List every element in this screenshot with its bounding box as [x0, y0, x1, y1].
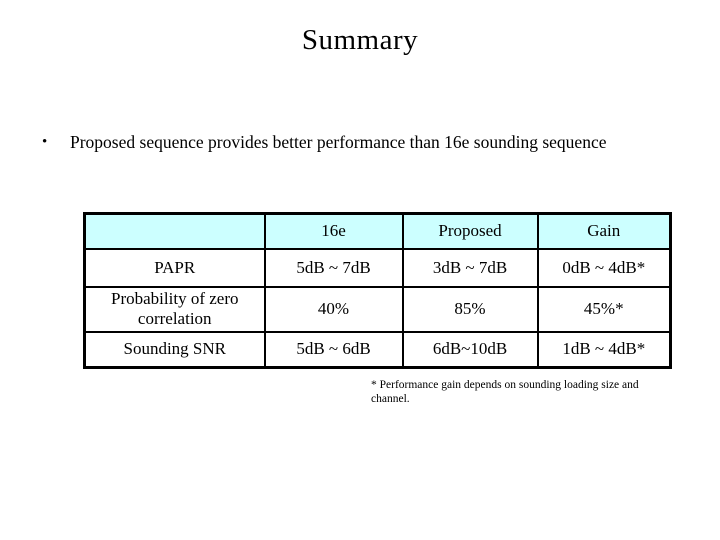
- bullet-text: Proposed sequence provides better perfor…: [70, 132, 607, 152]
- slide-title: Summary: [301, 24, 419, 56]
- row-label-sounding-snr: Sounding SNR: [83, 330, 266, 369]
- cell-papr-proposed: 3dB ~ 7dB: [401, 247, 539, 288]
- row-label-probability: Probability of zero correlation: [83, 285, 266, 333]
- bullet-item: • Proposed sequence provides better perf…: [42, 131, 632, 154]
- cell-papr-16e: 5dB ~ 7dB: [263, 247, 404, 288]
- cell-snr-gain: 1dB ~ 4dB*: [536, 330, 672, 369]
- summary-table: 16e Proposed Gain PAPR 5dB ~ 7dB 3dB ~ 7…: [83, 212, 672, 369]
- column-header-empty: [83, 212, 266, 250]
- cell-snr-16e: 5dB ~ 6dB: [263, 330, 404, 369]
- cell-papr-gain: 0dB ~ 4dB*: [536, 247, 672, 288]
- table-row: Sounding SNR 5dB ~ 6dB 6dB~10dB 1dB ~ 4d…: [83, 330, 672, 369]
- cell-snr-proposed: 6dB~10dB: [401, 330, 539, 369]
- table-row: PAPR 5dB ~ 7dB 3dB ~ 7dB 0dB ~ 4dB*: [83, 247, 672, 288]
- table-row: Probability of zero correlation 40% 85% …: [83, 285, 672, 333]
- cell-probability-16e: 40%: [263, 285, 404, 333]
- column-header-16e: 16e: [263, 212, 404, 250]
- table-header-row: 16e Proposed Gain: [83, 212, 672, 250]
- column-header-proposed: Proposed: [401, 212, 539, 250]
- cell-probability-gain: 45%*: [536, 285, 672, 333]
- cell-probability-proposed: 85%: [401, 285, 539, 333]
- footnote: * Performance gain depends on sounding l…: [371, 379, 639, 405]
- bullet-marker: •: [42, 134, 48, 150]
- row-label-papr: PAPR: [83, 247, 266, 288]
- column-header-gain: Gain: [536, 212, 672, 250]
